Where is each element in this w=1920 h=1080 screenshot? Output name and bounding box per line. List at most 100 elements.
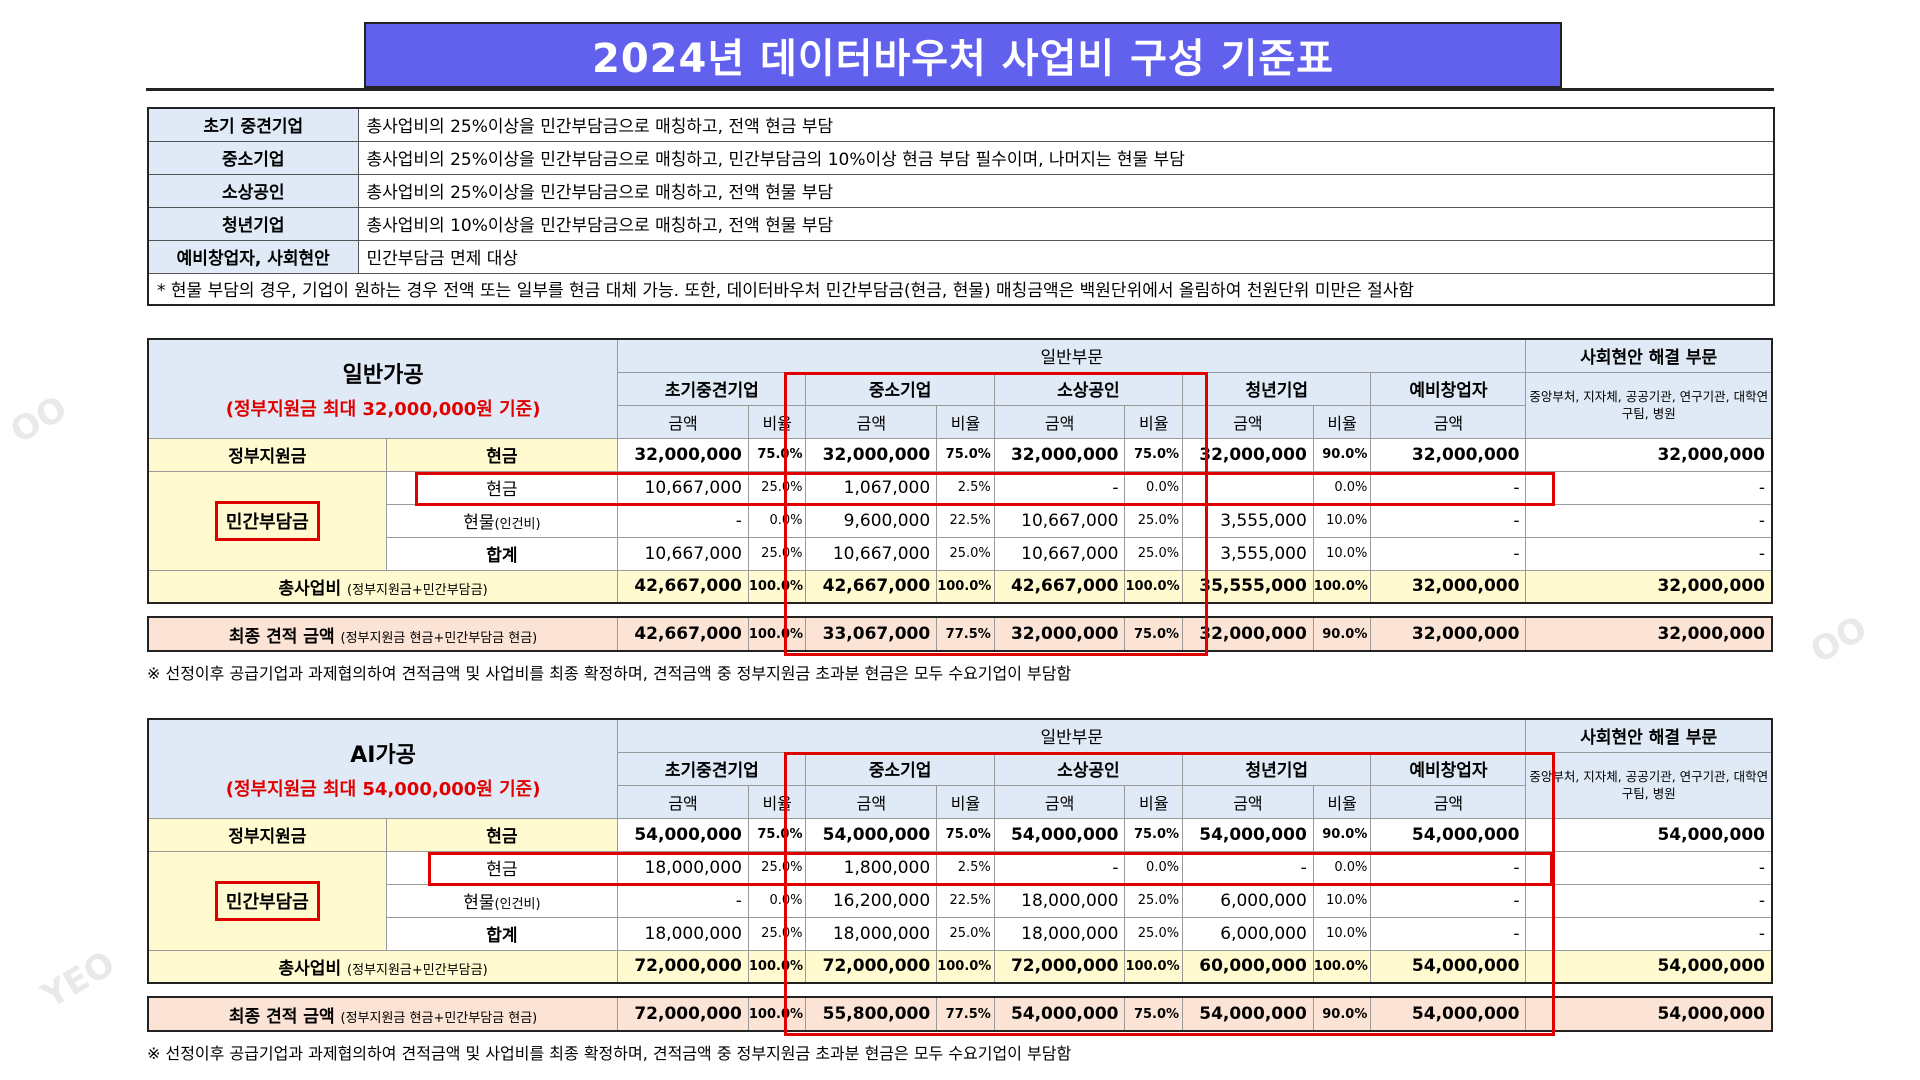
amount-cell: 1,800,000	[805, 850, 938, 885]
amount-cell: 32,000,000	[1370, 437, 1527, 472]
watermark: YEO	[35, 943, 122, 1017]
ratio-header: 비율	[1124, 404, 1184, 439]
criteria-desc: 총사업비의 25%이상을 민간부담금으로 매칭하고, 전액 현금 부담	[357, 107, 1775, 142]
amount-cell: 10,667,000	[617, 536, 749, 571]
ratio-cell: 100.0%	[747, 949, 807, 984]
final-amount-cell: 33,067,000	[805, 616, 938, 652]
private-label: 민간부담금	[214, 880, 320, 921]
amount-cell: 6,000,000	[1182, 883, 1314, 918]
title-underline	[146, 88, 1774, 91]
criteria-row: 초기 중견기업 총사업비의 25%이상을 민간부담금으로 매칭하고, 전액 현금…	[147, 107, 1775, 142]
criteria-row: 소상공인 총사업비의 25%이상을 민간부담금으로 매칭하고, 전액 현물 부담	[147, 173, 1775, 208]
ratio-cell: 2.5%	[936, 470, 995, 505]
social-section-header: 사회현안 해결 부문	[1525, 718, 1773, 753]
social-amount-cell: -	[1525, 916, 1773, 951]
ratio-cell: 2.5%	[936, 850, 995, 885]
amount-cell: -	[1370, 470, 1527, 505]
final-amount-cell: 32,000,000	[1182, 616, 1314, 652]
social-amount-cell: -	[1525, 850, 1773, 885]
final-amount-cell: 32,000,000	[993, 616, 1126, 652]
social-amount-cell: -	[1525, 883, 1773, 918]
amount-header: 금액	[805, 784, 938, 819]
gov-label: 정부지원금	[147, 817, 387, 852]
amount-cell: 54,000,000	[805, 817, 938, 852]
ratio-cell: 0.0%	[1312, 850, 1372, 885]
amount-cell: 54,000,000	[1370, 949, 1527, 984]
cash-label: 현금	[385, 470, 619, 505]
footnote-ai: ※ 선정이후 공급기업과 과제협의하여 견적금액 및 사업비를 최종 확정하며,…	[147, 1044, 1072, 1063]
amount-cell: -	[993, 470, 1126, 505]
amount-cell: 10,667,000	[617, 470, 749, 505]
final-ratio-cell: 77.5%	[936, 996, 995, 1032]
amount-cell: -	[1182, 850, 1314, 885]
amount-cell: 42,667,000	[993, 569, 1126, 604]
total-label: 총사업비 (정부지원금+민간부담금)	[147, 949, 619, 984]
final-amount-cell: 32,000,000	[1370, 616, 1527, 652]
amount-header: 금액	[617, 784, 749, 819]
final-label: 최종 견적 금액 (정부지원금 현금+민간부담금 현금)	[147, 616, 619, 652]
ratio-cell: 75.0%	[747, 437, 807, 472]
ratio-cell: 10.0%	[1312, 916, 1372, 951]
ratio-cell: 75.0%	[936, 437, 995, 472]
final-amount-cell: 54,000,000	[993, 996, 1126, 1032]
ratio-cell: 75.0%	[936, 817, 995, 852]
ratio-cell: 10.0%	[1312, 883, 1372, 918]
private-label: 민간부담금	[214, 500, 320, 541]
group-header: 초기중견기업	[617, 751, 807, 786]
ratio-cell: 25.0%	[1124, 503, 1184, 538]
ratio-cell: 25.0%	[1124, 536, 1184, 571]
criteria-row: 청년기업 총사업비의 10%이상을 민간부담금으로 매칭하고, 전액 현물 부담	[147, 206, 1775, 241]
ratio-cell: 25.0%	[936, 536, 995, 571]
social-amount-cell: -	[1525, 470, 1773, 505]
amount-cell: 10,667,000	[993, 503, 1126, 538]
final-amount-cell: 72,000,000	[617, 996, 749, 1032]
ratio-cell: 75.0%	[1124, 437, 1184, 472]
total-label: 총사업비 (정부지원금+민간부담금)	[147, 569, 619, 604]
ratio-header: 비율	[936, 404, 995, 439]
ratio-header: 비율	[1124, 784, 1184, 819]
amount-header: 금액	[993, 784, 1126, 819]
ratio-cell: 25.0%	[1124, 916, 1184, 951]
criteria-table: 초기 중견기업 총사업비의 25%이상을 민간부담금으로 매칭하고, 전액 현금…	[147, 107, 1775, 306]
amount-cell: 54,000,000	[993, 817, 1126, 852]
ratio-cell: 25.0%	[747, 470, 807, 505]
ratio-header: 비율	[1312, 404, 1372, 439]
ratio-cell: 0.0%	[747, 503, 807, 538]
amount-cell: 16,200,000	[805, 883, 938, 918]
amount-cell: 3,555,000	[1182, 536, 1314, 571]
group-header: 예비창업자	[1370, 371, 1527, 406]
amount-cell: 54,000,000	[1182, 817, 1314, 852]
amount-cell: 32,000,000	[617, 437, 749, 472]
final-estimate-table-general: 최종 견적 금액 (정부지원금 현금+민간부담금 현금) 42,667,000 10…	[147, 616, 1773, 652]
ratio-cell: 0.0%	[1124, 470, 1184, 505]
amount-cell: 35,555,000	[1182, 569, 1314, 604]
ratio-cell: 22.5%	[936, 883, 995, 918]
amount-cell: 72,000,000	[993, 949, 1126, 984]
final-ratio-cell: 100.0%	[747, 996, 807, 1032]
table-subtitle: (정부지원금 최대 32,000,000원 기준)	[225, 398, 541, 420]
amount-header: 금액	[1370, 784, 1527, 819]
final-social-amount-cell: 32,000,000	[1525, 616, 1773, 652]
amount-cell: 18,000,000	[993, 883, 1126, 918]
footnote-general: ※ 선정이후 공급기업과 과제협의하여 견적금액 및 사업비를 최종 확정하며,…	[147, 664, 1072, 683]
social-amount-cell: 54,000,000	[1525, 817, 1773, 852]
social-amount-cell: -	[1525, 536, 1773, 571]
group-header: 예비창업자	[1370, 751, 1527, 786]
amount-header: 금액	[805, 404, 938, 439]
criteria-desc: 총사업비의 25%이상을 민간부담금으로 매칭하고, 전액 현물 부담	[357, 173, 1775, 208]
ratio-cell: 100.0%	[1124, 949, 1184, 984]
final-ratio-cell: 77.5%	[936, 616, 995, 652]
amount-cell: 1,067,000	[805, 470, 938, 505]
ratio-cell: 25.0%	[1124, 883, 1184, 918]
ratio-cell: 22.5%	[936, 503, 995, 538]
gov-label: 정부지원금	[147, 437, 387, 472]
group-header: 소상공인	[993, 371, 1184, 406]
group-header: 중소기업	[805, 371, 995, 406]
amount-cell: 10,667,000	[805, 536, 938, 571]
budget-table-ai: AI가공 (정부지원금 최대 54,000,000원 기준) 일반부문 사회현안…	[147, 718, 1773, 984]
ratio-header: 비율	[1312, 784, 1372, 819]
group-header: 청년기업	[1182, 371, 1372, 406]
private-label-cell: 민간부담금	[147, 850, 387, 951]
criteria-desc: 총사업비의 10%이상을 민간부담금으로 매칭하고, 전액 현물 부담	[357, 206, 1775, 241]
amount-header: 금액	[1370, 404, 1527, 439]
